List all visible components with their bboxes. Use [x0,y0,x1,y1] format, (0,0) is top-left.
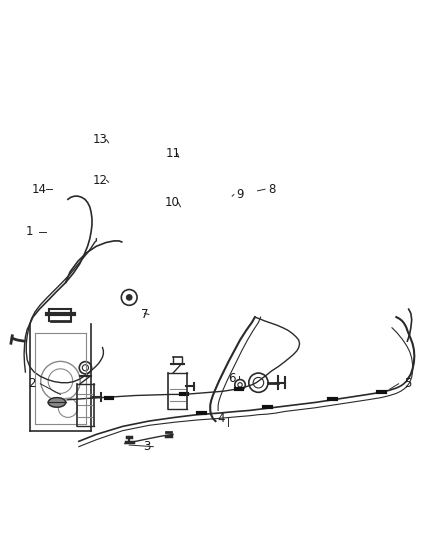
Circle shape [127,295,132,300]
Text: 1: 1 [26,225,34,238]
Text: 8: 8 [268,183,275,196]
Text: 7: 7 [141,308,148,321]
Text: 14: 14 [32,183,47,196]
Text: 12: 12 [92,174,107,187]
Text: 11: 11 [166,147,180,160]
Text: 6: 6 [228,372,236,385]
Text: 4: 4 [217,412,225,425]
Text: 2: 2 [28,377,35,390]
Ellipse shape [48,398,66,407]
Text: 13: 13 [92,133,107,146]
Text: 3: 3 [143,440,150,453]
Text: 10: 10 [164,196,179,209]
Text: 5: 5 [404,377,411,390]
Text: 9: 9 [236,188,244,201]
